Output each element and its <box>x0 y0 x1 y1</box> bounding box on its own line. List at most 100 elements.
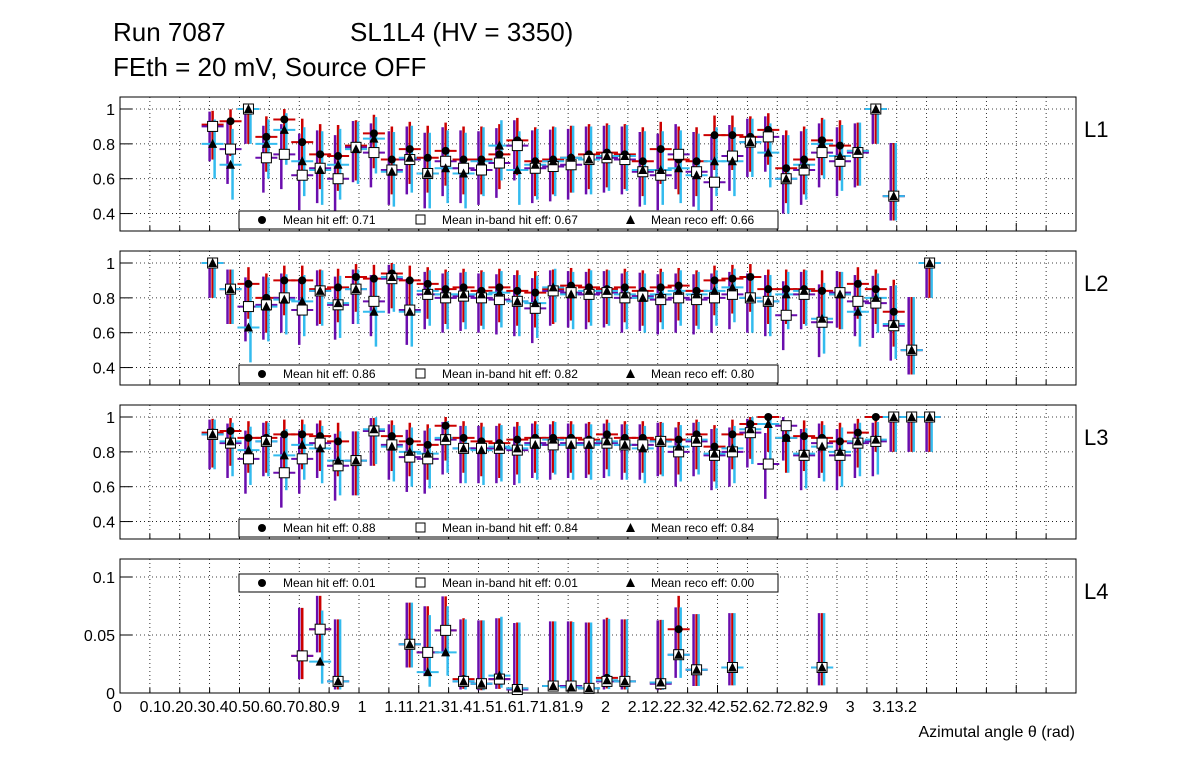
marker-reco <box>674 441 684 451</box>
marker-inband <box>314 623 326 635</box>
marker-hit <box>889 307 898 316</box>
marker-reco <box>620 439 630 449</box>
marker-reco <box>279 294 289 304</box>
marker-reco <box>226 436 236 446</box>
panels: 0.4 0.6 0.8 1 L1 Mean hit eff: 0.71 Mean in-ba… <box>84 96 1108 716</box>
marker-reco <box>835 151 845 161</box>
marker-inband <box>207 120 219 132</box>
legend-inband-marker <box>415 522 426 533</box>
marker-reco <box>512 683 522 693</box>
marker-inband <box>762 131 774 143</box>
marker-reco <box>889 412 899 421</box>
marker-hit <box>513 435 522 444</box>
marker-inband <box>493 157 505 169</box>
y-tick-label: 0.4 <box>93 361 115 378</box>
marker-reco <box>656 436 666 446</box>
marker-reco <box>530 159 540 169</box>
marker-reco <box>584 683 594 693</box>
marker-inband <box>332 173 344 185</box>
marker-hit <box>298 138 307 147</box>
panel-l3: 0.4 0.6 0.8 1 L3 Mean hit eff: 0.88 Mean in-ba… <box>93 404 1108 540</box>
marker-reco <box>423 667 433 677</box>
marker-reco <box>907 412 917 421</box>
marker-reco <box>745 137 755 147</box>
legend-reco-label: Mean reco eff: 0.00 <box>651 576 755 590</box>
marker-hit <box>334 152 343 161</box>
legend-box <box>238 364 779 384</box>
legend-reco-marker <box>626 578 635 587</box>
conditions-title: FEth = 20 mV, Source OFF <box>113 52 426 82</box>
marker-reco <box>297 156 307 166</box>
marker-reco <box>333 676 343 686</box>
y-tick-label: 1 <box>106 102 115 119</box>
legend-box <box>238 210 779 230</box>
marker-inband <box>242 453 254 465</box>
legend-reco-label: Mean reco eff: 0.80 <box>651 367 755 381</box>
marker-reco <box>548 681 558 691</box>
marker-reco <box>692 434 702 444</box>
marker-hit <box>262 132 271 141</box>
marker-reco <box>602 436 612 446</box>
marker-reco <box>512 296 522 306</box>
marker-hit <box>405 276 414 285</box>
marker-inband <box>673 148 685 160</box>
marker-reco <box>710 285 720 295</box>
marker-reco <box>620 151 630 161</box>
marker-reco <box>907 345 917 355</box>
y-tick-label: 0.4 <box>93 515 115 532</box>
marker-inband <box>242 301 254 313</box>
marker-hit <box>818 286 827 295</box>
y-tick-label: 1 <box>106 256 115 273</box>
marker-reco <box>710 156 720 166</box>
marker-hit <box>334 283 343 292</box>
marker-reco <box>441 647 451 657</box>
layer-label: L3 <box>1084 425 1108 450</box>
y-tick-label: 0.6 <box>93 326 115 343</box>
marker-reco <box>727 662 737 672</box>
marker-reco <box>333 455 343 465</box>
marker-hit <box>280 115 289 124</box>
marker-reco <box>315 443 325 453</box>
marker-reco <box>853 306 863 316</box>
marker-hit <box>441 421 450 430</box>
marker-hit <box>728 430 737 439</box>
marker-reco <box>208 258 218 267</box>
panel-l4: 0 0.05 0.1 L4 Mean hit eff: 0.01 Mean in-band… <box>84 558 1108 703</box>
y-tick-label: 0.8 <box>93 291 115 308</box>
marker-reco <box>423 448 433 458</box>
marker-hit <box>495 150 504 159</box>
marker-inband <box>225 143 237 155</box>
marker-reco <box>835 289 845 299</box>
marker-reco <box>423 285 433 295</box>
marker-reco <box>674 649 684 659</box>
marker-hit <box>441 285 450 294</box>
marker-hit <box>369 274 378 283</box>
marker-reco <box>674 285 684 295</box>
marker-hit <box>871 413 880 421</box>
marker-reco <box>620 676 630 686</box>
marker-reco <box>727 282 737 292</box>
marker-reco <box>763 147 773 157</box>
legend-inband-marker <box>415 577 426 588</box>
legend-reco-marker <box>626 369 635 378</box>
marker-hit <box>226 117 235 126</box>
marker-reco <box>441 432 451 442</box>
marker-hit <box>459 433 468 442</box>
layer-label: L1 <box>1084 117 1108 142</box>
legend-inband-label: Mean in-band hit eff: 0.01 <box>442 576 578 590</box>
marker-inband <box>296 304 308 316</box>
marker-reco <box>441 289 451 299</box>
marker-reco <box>763 296 773 306</box>
marker-inband <box>780 309 792 321</box>
marker-hit <box>692 157 701 166</box>
marker-inband <box>475 164 487 176</box>
marker-reco <box>530 298 540 308</box>
marker-hit <box>316 150 325 159</box>
marker-reco <box>584 439 594 449</box>
marker-hit <box>423 440 432 449</box>
marker-reco <box>261 301 271 311</box>
marker-hit <box>674 625 683 634</box>
marker-reco <box>584 285 594 295</box>
marker-reco <box>459 168 469 178</box>
